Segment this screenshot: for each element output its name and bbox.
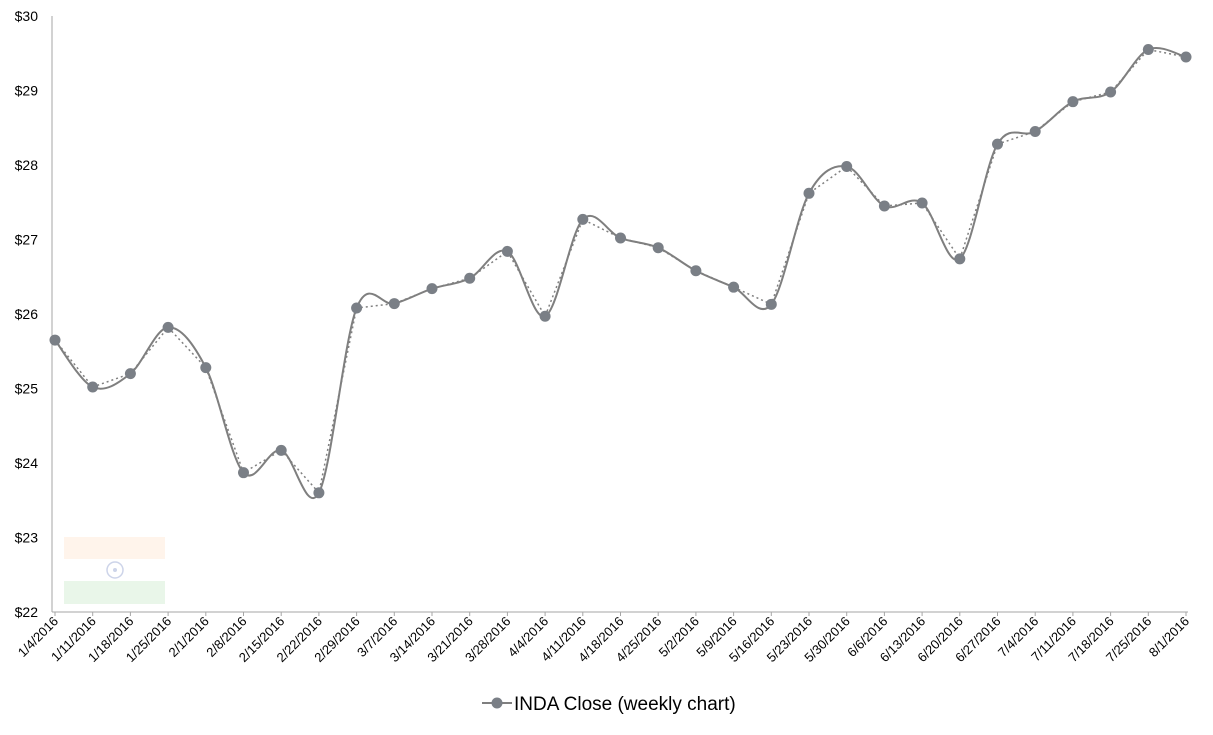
data-point	[238, 467, 249, 479]
data-point	[1067, 96, 1079, 108]
y-tick-label: $24	[15, 455, 39, 471]
data-point	[313, 487, 325, 499]
data-point	[426, 283, 438, 295]
data-point	[841, 160, 853, 172]
data-point	[1105, 86, 1117, 98]
data-point	[652, 242, 664, 254]
legend: INDA Close (weekly chart)	[482, 694, 736, 715]
data-point	[539, 310, 551, 322]
data-point	[388, 298, 400, 310]
series-points	[49, 44, 1192, 499]
data-point	[275, 444, 287, 456]
legend-point-marker	[491, 697, 503, 709]
x-tick-label: 5/2/2016	[656, 614, 702, 660]
india-flag-icon	[64, 537, 165, 604]
y-tick-label: $27	[15, 232, 39, 248]
data-point	[615, 232, 626, 244]
data-point	[954, 253, 966, 265]
data-point	[87, 381, 99, 393]
data-point	[577, 213, 589, 225]
data-point	[992, 138, 1003, 150]
data-point	[728, 281, 740, 293]
axes	[51, 16, 1188, 613]
data-point	[1142, 44, 1154, 56]
data-point	[464, 272, 476, 284]
data-point	[162, 321, 174, 333]
data-point	[124, 368, 136, 380]
data-point	[501, 245, 513, 257]
data-point	[878, 200, 890, 212]
x-tick-label: 8/1/2016	[1146, 614, 1192, 660]
y-tick-label: $26	[15, 306, 39, 322]
data-point	[765, 298, 777, 310]
y-tick-label: $28	[15, 157, 39, 173]
series-lines	[54, 47, 1187, 500]
y-axis-ticks: $22 $23 $24 $25 $26 $27 $28 $29 $30	[15, 8, 39, 620]
x-tick-label: 2/1/2016	[166, 614, 212, 660]
y-tick-label: $22	[15, 604, 39, 620]
series-line	[54, 47, 1187, 500]
y-tick-label: $25	[15, 381, 39, 397]
y-tick-label: $23	[15, 530, 39, 546]
data-point	[200, 362, 212, 374]
data-point	[690, 265, 702, 277]
data-point	[1180, 51, 1192, 63]
y-tick-label: $29	[15, 83, 39, 99]
y-tick-label: $30	[15, 8, 39, 24]
x-axis-ticks: 1/4/20161/11/20161/18/20161/25/20162/1/2…	[15, 612, 1192, 665]
data-point	[916, 197, 928, 209]
legend-label: INDA Close (weekly chart)	[514, 694, 736, 715]
data-point	[1029, 125, 1041, 137]
data-point	[803, 187, 815, 199]
data-point	[351, 302, 363, 314]
data-point	[49, 334, 61, 346]
